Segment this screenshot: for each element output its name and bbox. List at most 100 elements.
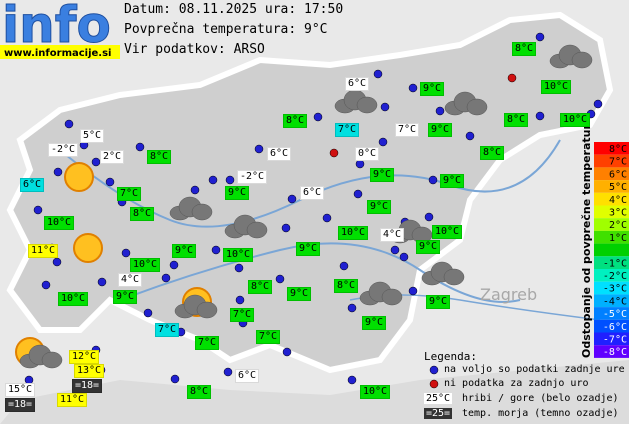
station-temp: 9°C [225, 186, 250, 200]
station-dot [435, 106, 445, 116]
station-dot [135, 142, 145, 152]
station-dot [208, 175, 218, 185]
station-temp: 10°C [560, 113, 591, 127]
avg-line: Povprečna temperatura: 9°C [124, 22, 328, 37]
station-temp: 9°C [172, 244, 197, 258]
station-temp: =18= [5, 398, 36, 412]
station-dot [378, 137, 388, 147]
station-dot [64, 119, 74, 129]
station-temp: -2°C [48, 143, 79, 157]
cloud-part [381, 288, 403, 306]
legend-available: na voljo so podatki zadnje ure [444, 364, 625, 375]
scale-step [594, 281, 629, 295]
scale-label: 2°C [609, 220, 627, 231]
station-dot [535, 32, 545, 42]
station-temp: 6°C [267, 147, 292, 161]
station-dot [143, 308, 153, 318]
station-temp: 8°C [248, 280, 273, 294]
station-temp: 8°C [283, 114, 308, 128]
station-temp: 9°C [287, 287, 312, 301]
station-dot [347, 303, 357, 313]
station-temp: 7°C [335, 123, 360, 137]
station-dot [408, 83, 418, 93]
color-scale: 8°C 7°C6°C 5°C 4°C 3°C2°C 1°C -1°C -2°C -3°C-4°C… [594, 142, 629, 358]
station-dot [281, 223, 291, 233]
station-dot [347, 375, 357, 385]
station-dot [322, 213, 332, 223]
station-dot-missing [507, 73, 517, 83]
scale-step [594, 154, 629, 168]
scale-step [594, 269, 629, 282]
scale-step [594, 167, 629, 181]
station-dot [41, 280, 51, 290]
scale-label: -1°C [603, 258, 627, 269]
scale-label: -4°C [603, 296, 627, 307]
station-temp: 9°C [416, 240, 441, 254]
scale-step [594, 243, 629, 257]
legend-unavailable: ni podatka za zadnjo uro [444, 378, 589, 389]
scale-label: -3°C [603, 284, 627, 295]
station-temp: 12°C [69, 350, 100, 364]
station-dot [380, 102, 390, 112]
station-dot [339, 261, 349, 271]
station-temp: 8°C [187, 385, 212, 399]
station-dot [235, 295, 245, 305]
cloud-icon [169, 196, 213, 221]
station-temp: 10°C [432, 225, 463, 239]
station-temp: 8°C [480, 146, 505, 160]
station-dot [465, 131, 475, 141]
station-temp: 7°C [155, 323, 180, 337]
scale-step [594, 180, 629, 193]
station-temp: 5°C [80, 129, 105, 143]
cloud-part [41, 351, 63, 369]
station-temp: 13°C [74, 364, 105, 378]
station-temp: 10°C [44, 216, 75, 230]
station-temp: 9°C [428, 123, 453, 137]
scale-label: 5°C [609, 182, 627, 193]
station-dot [282, 347, 292, 357]
scale-step [594, 307, 629, 320]
scale-label: 4°C [609, 195, 627, 206]
station-dot [161, 273, 171, 283]
station-temp: 10°C [223, 248, 254, 262]
river [119, 242, 521, 303]
cloud-part [466, 98, 488, 116]
legend-dot-available [429, 365, 439, 375]
scale-step [594, 218, 629, 231]
logo: info www.informacije.si [0, 0, 120, 62]
station-dot [373, 69, 383, 79]
station-temp: 4°C [118, 273, 143, 287]
station-temp: 6°C [20, 178, 45, 192]
station-temp: 8°C [512, 42, 537, 56]
legend-title: Legenda: [424, 350, 477, 363]
legend-sea-text: temp. morja (temno ozadje) [462, 408, 619, 419]
station-temp: 7°C [395, 123, 420, 137]
cloud-part [246, 221, 268, 239]
scale-label: -5°C [603, 309, 627, 320]
legend-sea-sample: =25= [424, 408, 453, 419]
station-temp: 9°C [362, 316, 387, 330]
station-temp: 7°C [256, 330, 281, 344]
logo-bar [0, 45, 120, 59]
station-dot [121, 248, 131, 258]
station-temp: 4°C [380, 228, 405, 242]
station-temp: 8°C [147, 150, 172, 164]
legend-dot-unavailable [429, 379, 439, 389]
cloud-icon [174, 294, 218, 319]
station-temp: 9°C [296, 242, 321, 256]
station-temp: 8°C [504, 113, 529, 127]
station-dot [223, 367, 233, 377]
station-dot [211, 245, 221, 255]
cloud-icon [224, 214, 268, 239]
station-dot [390, 245, 400, 255]
station-temp: 7°C [195, 336, 220, 350]
scale-label: 8°C [609, 144, 627, 155]
scale-label: -8°C [603, 347, 627, 358]
cloud-part [356, 96, 378, 114]
station-temp: 0°C [355, 147, 380, 161]
station-temp: 6°C [300, 186, 325, 200]
cloud-part [571, 51, 593, 69]
source-line: Vir podatkov: ARSO [124, 42, 265, 57]
station-dot [225, 175, 235, 185]
